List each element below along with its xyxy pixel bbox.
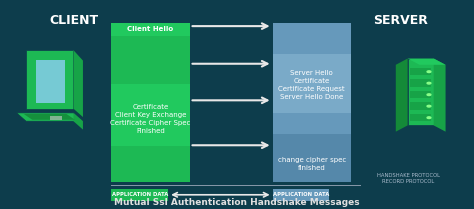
FancyBboxPatch shape <box>410 79 431 87</box>
Polygon shape <box>17 113 83 121</box>
Polygon shape <box>34 55 66 106</box>
Polygon shape <box>73 50 83 117</box>
Polygon shape <box>434 59 446 132</box>
FancyBboxPatch shape <box>410 91 431 98</box>
FancyBboxPatch shape <box>408 59 434 125</box>
FancyBboxPatch shape <box>111 84 190 146</box>
FancyBboxPatch shape <box>273 189 329 201</box>
Text: SERVER: SERVER <box>373 14 428 27</box>
FancyBboxPatch shape <box>111 23 190 182</box>
Text: Client Hello: Client Hello <box>128 26 173 32</box>
Circle shape <box>427 71 431 73</box>
Text: Certificate
Client Key Exchange
Certificate Cipher Spec
Finished: Certificate Client Key Exchange Certific… <box>110 104 191 134</box>
Polygon shape <box>396 59 408 132</box>
FancyBboxPatch shape <box>410 114 431 121</box>
FancyBboxPatch shape <box>273 134 351 182</box>
FancyBboxPatch shape <box>111 23 190 36</box>
Text: Server Hello
Certificate
Certificate Request
Server Hello Done: Server Hello Certificate Certificate Req… <box>278 70 345 100</box>
FancyBboxPatch shape <box>410 68 431 75</box>
FancyBboxPatch shape <box>410 102 431 110</box>
FancyBboxPatch shape <box>50 116 62 120</box>
Polygon shape <box>24 114 75 120</box>
Circle shape <box>427 117 431 119</box>
Circle shape <box>427 94 431 96</box>
Polygon shape <box>26 50 73 109</box>
FancyBboxPatch shape <box>273 23 351 182</box>
Circle shape <box>427 105 431 107</box>
Polygon shape <box>408 59 446 65</box>
Circle shape <box>427 82 431 84</box>
FancyBboxPatch shape <box>111 189 168 201</box>
FancyBboxPatch shape <box>273 54 351 113</box>
Text: APPLICATION DATA: APPLICATION DATA <box>273 192 329 197</box>
Text: CLIENT: CLIENT <box>49 14 98 27</box>
Text: APPLICATION DATA: APPLICATION DATA <box>112 192 168 197</box>
Text: change cipher spec
finished: change cipher spec finished <box>278 157 346 171</box>
Text: Mutual Ssl Authentication Handshake Messages: Mutual Ssl Authentication Handshake Mess… <box>114 198 360 207</box>
Polygon shape <box>73 113 83 130</box>
Text: HANDSHAKE PROTOCOL
RECORD PROTOCOL: HANDSHAKE PROTOCOL RECORD PROTOCOL <box>377 173 440 184</box>
FancyBboxPatch shape <box>36 60 65 103</box>
